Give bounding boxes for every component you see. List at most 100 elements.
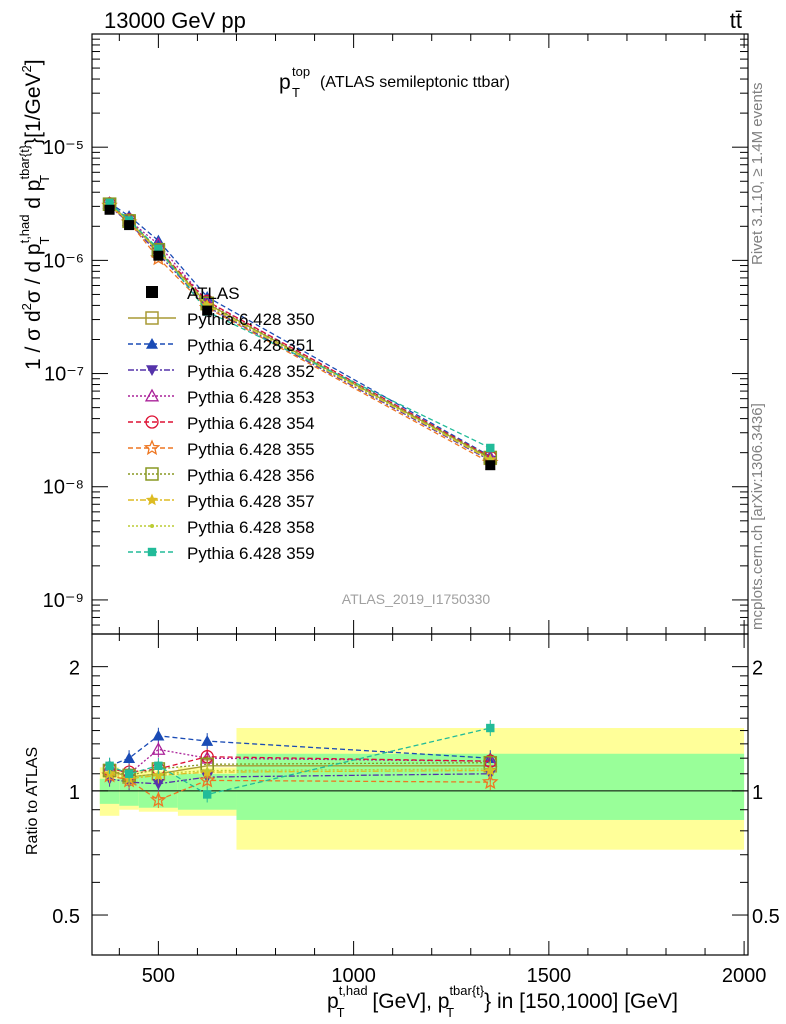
legend-marker xyxy=(145,415,159,429)
main-series xyxy=(101,195,499,471)
main-series-marker xyxy=(488,457,493,462)
legend-item: Pythia 6.428 357 xyxy=(128,492,315,511)
legend-label: Pythia 6.428 357 xyxy=(187,492,315,511)
ratio-series-marker xyxy=(488,766,493,771)
x-axis-title: pt,had T [GeV], ptbar{t} T} in [150,1000] … xyxy=(327,983,678,1020)
data-point xyxy=(104,204,115,215)
ratio-tick-label-right: 1 xyxy=(752,782,763,804)
y-tick-label: 10⁻⁷ xyxy=(44,364,84,386)
legend-label: Pythia 6.428 353 xyxy=(187,388,315,407)
ratio-series-marker xyxy=(202,790,212,799)
legend-label: Pythia 6.428 356 xyxy=(187,466,315,485)
data-point xyxy=(485,460,496,471)
y-axis-title: 1 / σ d2σ / d pt,had T d ptbar{t} T}[1/GeV… xyxy=(17,59,52,370)
title-superscript: top xyxy=(292,64,310,79)
process-label: tt̄ xyxy=(730,8,742,33)
x-tick-label: 2000 xyxy=(722,965,767,987)
y-tick-label: 10⁻⁵ xyxy=(43,137,84,159)
title-subscript: T xyxy=(292,85,300,100)
legend-label: Pythia 6.428 359 xyxy=(187,544,315,563)
legend: ATLAS Pythia 6.428 350 Pythia 6.428 351 Pyt… xyxy=(128,284,315,563)
ratio-tick-label: 1 xyxy=(69,782,80,804)
legend-label: ATLAS xyxy=(187,284,240,303)
legend-item: Pythia 6.428 356 xyxy=(128,466,315,485)
legend-marker xyxy=(145,493,159,506)
ratio-series-marker xyxy=(152,729,165,741)
ratio-series-marker xyxy=(198,771,216,788)
ratio-series-marker xyxy=(486,723,495,733)
mcplots-label: mcplots.cern.ch [arXiv:1306.3436] xyxy=(749,403,766,630)
ratio-tick-label-right: 2 xyxy=(752,658,763,680)
data-point xyxy=(124,220,135,231)
y-tick-label: 10⁻⁸ xyxy=(43,477,84,499)
legend-item: Pythia 6.428 350 xyxy=(128,310,315,329)
ratio-series-path xyxy=(109,774,491,801)
title-suffix: (ATLAS semileptonic ttbar) xyxy=(320,74,510,91)
data-point xyxy=(153,250,164,261)
y-tick-label: 10⁻⁹ xyxy=(43,590,84,612)
legend-marker xyxy=(150,524,154,528)
legend-marker xyxy=(147,547,157,557)
legend-marker xyxy=(146,365,158,376)
main-series-path xyxy=(109,204,491,460)
plot-title: p top T (ATLAS semileptonic ttbar) xyxy=(279,64,510,100)
main-series-marker xyxy=(486,443,495,453)
ratio-series-marker xyxy=(205,768,210,773)
legend-label: Pythia 6.428 351 xyxy=(187,336,315,355)
ratio-series-marker xyxy=(105,761,114,771)
data-point xyxy=(202,305,213,316)
ratio-tick-label-right: 0.5 xyxy=(752,906,780,928)
legend-marker xyxy=(143,439,161,456)
legend-item: Pythia 6.428 352 xyxy=(128,362,315,381)
legend-label: Pythia 6.428 354 xyxy=(187,414,315,433)
analysis-id: ATLAS_2019_I1750330 xyxy=(342,591,491,607)
legend-marker xyxy=(146,338,158,349)
ratio-series-marker xyxy=(151,742,166,755)
legend-label: Pythia 6.428 355 xyxy=(187,440,315,459)
x-tick-label: 1000 xyxy=(331,965,376,987)
legend-label: Pythia 6.428 350 xyxy=(187,310,315,329)
rivet-label: Rivet 3.1.10, ≥ 1.4M events xyxy=(749,83,766,266)
ratio-series-marker xyxy=(154,761,163,771)
main-series-path xyxy=(109,202,491,457)
ratio-series-marker xyxy=(123,752,136,763)
legend-item: Pythia 6.428 353 xyxy=(128,388,315,407)
legend-marker xyxy=(145,467,159,481)
legend-marker xyxy=(145,311,159,325)
data-points xyxy=(104,204,496,471)
legend-item: Pythia 6.428 355 xyxy=(128,439,315,459)
legend-label: Pythia 6.428 358 xyxy=(187,518,315,537)
legend-label: Pythia 6.428 352 xyxy=(187,362,315,381)
x-tick-label: 500 xyxy=(142,965,175,987)
ratio-series-marker xyxy=(201,735,214,746)
legend-item: Pythia 6.428 358 xyxy=(128,518,315,537)
x-tick-label: 1500 xyxy=(527,965,572,987)
main-series-marker xyxy=(105,198,114,208)
ratio-series-marker xyxy=(150,791,167,808)
ratio-tick-label: 0.5 xyxy=(52,906,80,928)
legend-item: Pythia 6.428 359 xyxy=(128,544,315,563)
ratio-series xyxy=(101,720,499,809)
ratio-series-marker xyxy=(152,779,165,790)
ratio-uncertainty-bands xyxy=(92,728,748,850)
ratio-series-marker xyxy=(124,769,134,778)
ratio-y-axis-title: Ratio to ATLAS xyxy=(24,747,41,855)
ratio-plot-frame xyxy=(91,633,749,956)
legend-marker xyxy=(146,286,158,298)
title-main: p xyxy=(279,71,291,94)
y-tick-label: 10⁻⁶ xyxy=(43,250,84,272)
ratio-series-line xyxy=(105,720,495,803)
ratio-series-marker xyxy=(481,773,499,790)
energy-label: 13000 GeV pp xyxy=(104,8,246,33)
main-series-marker xyxy=(154,244,163,254)
legend-item: Pythia 6.428 351 xyxy=(128,336,315,355)
axis-ticks: 500 1000 1500 2000 10⁻⁹ 10⁻⁸ 10⁻⁷ 10⁻⁶ 10⁻⁵ 0.5 0.… xyxy=(43,33,780,987)
legend-item: Pythia 6.428 354 xyxy=(128,414,315,433)
legend-item-data: ATLAS xyxy=(146,284,240,303)
plot-frames xyxy=(91,33,749,956)
legend-marker xyxy=(144,388,160,402)
ratio-tick-label: 2 xyxy=(69,658,80,680)
